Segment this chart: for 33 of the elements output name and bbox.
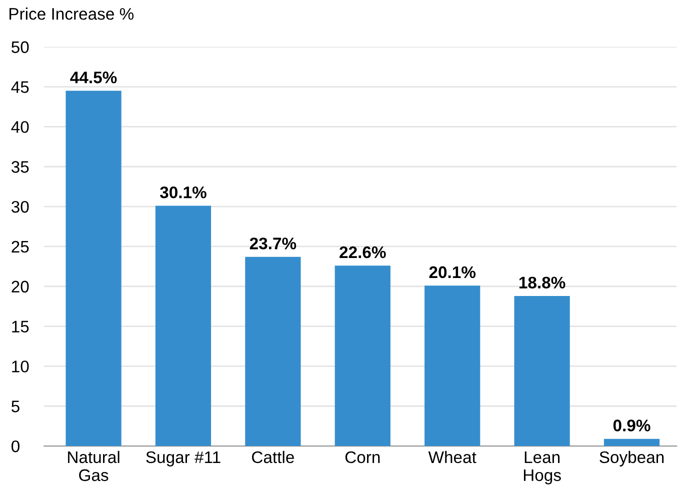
x-tick-label: Lean Hogs bbox=[524, 452, 561, 484]
y-tick-label: 45 bbox=[11, 81, 29, 93]
bar bbox=[155, 206, 212, 446]
y-tick-label: 40 bbox=[11, 121, 29, 133]
y-tick-label: 35 bbox=[12, 161, 29, 173]
y-tick-label: 5 bbox=[12, 400, 20, 412]
bar bbox=[66, 90, 122, 446]
data-label: 18.8% bbox=[519, 276, 566, 288]
bar bbox=[245, 256, 301, 446]
bar bbox=[514, 296, 570, 446]
x-tick-label: Sugar #11 bbox=[146, 451, 220, 466]
y-tick-label: 50 bbox=[12, 41, 29, 54]
y-tick-label: 25 bbox=[12, 240, 29, 253]
y-tick-label: 30 bbox=[12, 200, 29, 213]
y-tick-label: 20 bbox=[12, 280, 29, 293]
data-label: 44.5% bbox=[70, 72, 117, 84]
bar bbox=[604, 438, 660, 446]
data-label: 20.1% bbox=[429, 266, 476, 278]
data-label: 0.9% bbox=[613, 420, 650, 432]
y-axis-title: Price Increase % bbox=[10, 8, 134, 20]
y-tick-label: 10 bbox=[12, 360, 29, 372]
x-tick-label: Corn bbox=[345, 451, 380, 464]
bar bbox=[334, 266, 390, 446]
y-tick-label: 0 bbox=[12, 440, 20, 452]
y-tick-label: 15 bbox=[12, 320, 29, 332]
data-label: 22.6% bbox=[340, 246, 386, 258]
bar bbox=[424, 286, 480, 446]
x-tick-label: Natural Gas bbox=[68, 450, 120, 482]
data-label: 23.7% bbox=[250, 238, 296, 250]
x-tick-label: Soybean bbox=[600, 450, 664, 466]
x-tick-label: Wheat bbox=[428, 450, 476, 464]
x-tick-label: Cattle bbox=[252, 450, 294, 464]
data-label: 30.1% bbox=[160, 186, 206, 198]
